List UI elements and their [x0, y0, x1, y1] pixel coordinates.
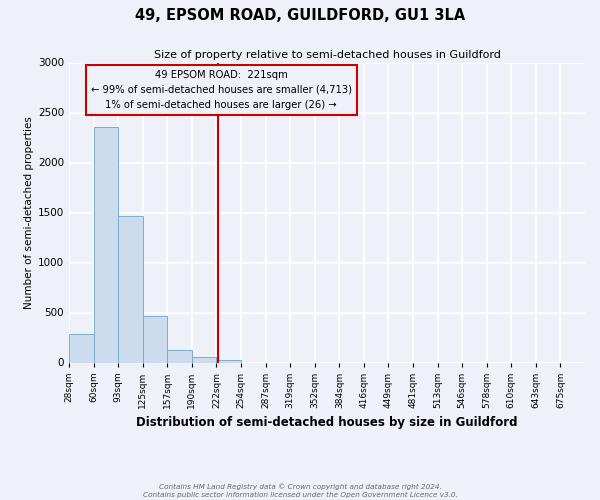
Text: 49, EPSOM ROAD, GUILDFORD, GU1 3LA: 49, EPSOM ROAD, GUILDFORD, GU1 3LA [135, 8, 465, 22]
Bar [167, 350, 192, 362]
Bar [217, 360, 241, 362]
Bar [69, 334, 94, 362]
Bar [94, 126, 118, 362]
Text: Contains HM Land Registry data © Crown copyright and database right 2024.: Contains HM Land Registry data © Crown c… [158, 484, 442, 490]
Y-axis label: Number of semi-detached properties: Number of semi-detached properties [24, 116, 34, 309]
Bar [118, 216, 143, 362]
Text: 49 EPSOM ROAD:  221sqm
← 99% of semi-detached houses are smaller (4,713)
1% of s: 49 EPSOM ROAD: 221sqm ← 99% of semi-deta… [91, 70, 352, 110]
Title: Size of property relative to semi-detached houses in Guildford: Size of property relative to semi-detach… [154, 50, 500, 60]
X-axis label: Distribution of semi-detached houses by size in Guildford: Distribution of semi-detached houses by … [136, 416, 518, 429]
Bar [143, 316, 167, 362]
Bar [192, 357, 217, 362]
Text: Contains public sector information licensed under the Open Government Licence v3: Contains public sector information licen… [143, 492, 457, 498]
